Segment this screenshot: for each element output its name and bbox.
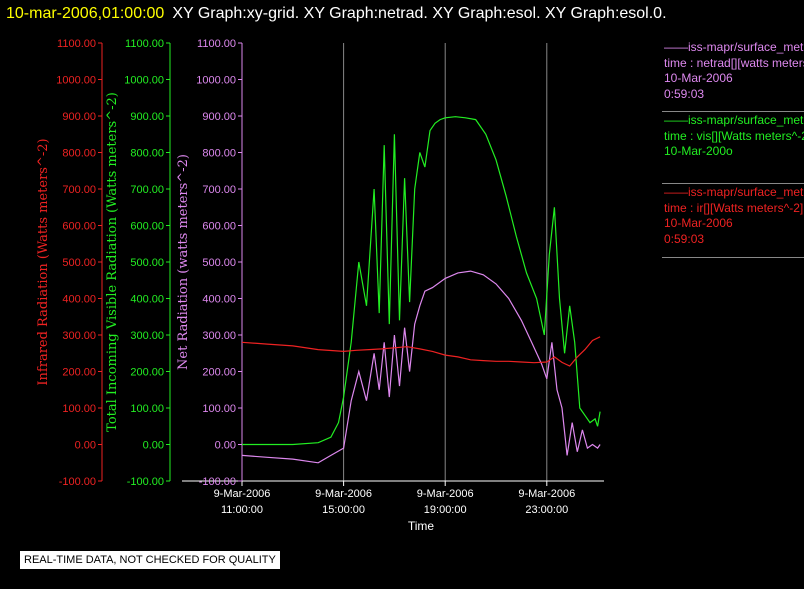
legend-divider — [662, 257, 804, 258]
y-tick-label: 300.00 — [62, 330, 96, 342]
legend-time: 0:59:03 — [664, 231, 705, 246]
legend-source: ——iss-mapr/surface_met — [664, 185, 804, 199]
legend-date: 10-Mar-2006 — [664, 71, 733, 85]
y-tick-label: 200.00 — [202, 367, 236, 379]
x-tick-label-date: 9-Mar-2006 — [214, 488, 271, 500]
x-tick-label-date: 9-Mar-2006 — [315, 488, 372, 500]
y-tick-label: 700.00 — [130, 184, 164, 196]
y-tick-label: 1100.00 — [57, 38, 96, 50]
legend-netrad: ——iss-mapr/surface_met time : netrad[][w… — [664, 40, 804, 102]
series-line — [241, 336, 601, 367]
legend-variable: time : vis[][Watts meters^-2] — [664, 128, 804, 143]
y-tick-label: 400.00 — [62, 294, 96, 306]
y-tick-label: 0.00 — [75, 440, 96, 452]
window-header: 10-mar-2006,01:00:00 XY Graph:xy-grid. XY… — [6, 4, 667, 24]
legend-date: 10-Mar-2006 — [664, 216, 733, 230]
y-tick-label: 1000.00 — [56, 75, 96, 87]
y-tick-label: 0.00 — [215, 440, 236, 452]
y-tick-label: 0.00 — [143, 440, 164, 452]
y-tick-label: 600.00 — [202, 221, 236, 233]
y-tick-label: 900.00 — [130, 111, 164, 123]
y-tick-label: 400.00 — [130, 294, 164, 306]
legend-vis: ——iss-mapr/surface_met time : vis[][Watt… — [664, 113, 804, 160]
y-axis-label: Total Incoming Visible Radiation (Watts … — [105, 92, 120, 432]
y-tick-label: 500.00 — [130, 257, 164, 269]
header-graph-titles: XY Graph:xy-grid. XY Graph:netrad. XY Gr… — [172, 5, 667, 22]
x-axis-label: Time — [408, 519, 435, 533]
y-tick-label: 100.00 — [62, 403, 96, 415]
y-tick-label: 600.00 — [62, 221, 96, 233]
quality-notice: REAL-TIME DATA, NOT CHECKED FOR QUALITY — [20, 551, 280, 569]
y-tick-label: 100.00 — [202, 403, 236, 415]
y-tick-label: 300.00 — [202, 330, 236, 342]
y-tick-label: 900.00 — [202, 111, 236, 123]
legend-divider — [662, 183, 804, 184]
y-tick-label: 100.00 — [130, 403, 164, 415]
y-tick-label: -100.00 — [59, 476, 96, 488]
y-tick-label: 700.00 — [62, 184, 96, 196]
y-tick-label: 800.00 — [130, 148, 164, 160]
legend-variable: time : ir[][Watts meters^-2] — [664, 200, 804, 215]
x-tick-label-date: 9-Mar-2006 — [417, 488, 474, 500]
x-tick-label-time: 19:00:00 — [424, 504, 467, 516]
y-tick-label: 900.00 — [62, 111, 96, 123]
y-tick-label: 200.00 — [62, 367, 96, 379]
y-tick-label: 800.00 — [202, 148, 236, 160]
series-line — [241, 270, 601, 464]
legend-source: ——iss-mapr/surface_met — [664, 113, 804, 127]
y-tick-label: 1100.00 — [125, 38, 164, 50]
y-tick-label: 700.00 — [202, 184, 236, 196]
header-datetime: 10-mar-2006,01:00:00 — [6, 5, 165, 22]
x-tick-label-time: 23:00:00 — [525, 504, 568, 516]
y-tick-label: 500.00 — [202, 257, 236, 269]
y-tick-label: 500.00 — [62, 257, 96, 269]
legend-divider — [662, 111, 804, 112]
legend-ir: ——iss-mapr/surface_met time : ir[][Watts… — [664, 185, 804, 247]
legend-variable: time : netrad[][watts meters^-2] — [664, 55, 804, 70]
series-line — [242, 116, 601, 446]
legend-time: 0:59:03 — [664, 86, 705, 101]
y-tick-label: 400.00 — [202, 294, 236, 306]
x-tick-label-time: 11:00:00 — [221, 504, 263, 516]
y-tick-label: -100.00 — [127, 476, 164, 488]
y-tick-label: 1000.00 — [196, 75, 236, 87]
y-tick-label: -100.00 — [199, 476, 236, 488]
legend-source: ——iss-mapr/surface_met — [664, 40, 804, 54]
y-tick-label: 300.00 — [130, 330, 164, 342]
y-tick-label: 600.00 — [130, 221, 164, 233]
x-tick-label-date: 9-Mar-2006 — [518, 488, 575, 500]
y-tick-label: 800.00 — [62, 148, 96, 160]
y-axis-label: Infrared Radiation (Watts meters^-2) — [36, 138, 51, 385]
y-tick-label: 200.00 — [130, 367, 164, 379]
y-tick-label: 1000.00 — [124, 75, 164, 87]
legend-date: 10-Mar-200o — [664, 144, 733, 158]
y-tick-label: 1100.00 — [197, 38, 236, 50]
x-tick-label-time: 15:00:00 — [322, 504, 365, 516]
y-axis-label: Net Radiation (watts meters^-2) — [176, 154, 191, 370]
